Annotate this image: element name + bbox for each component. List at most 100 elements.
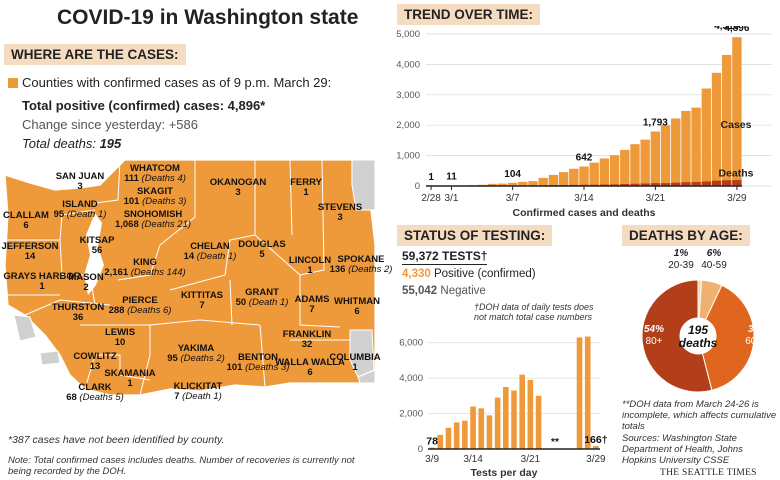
trend-cases-bar [722,54,732,186]
county-label-clallam: CLALLAM 6 [3,211,49,231]
tests-bar [584,336,591,449]
unassigned-footnote: *387 cases have not been identified by c… [8,434,225,446]
tests-x-tick: 3/14 [463,454,483,465]
credit: THE SEATTLE TIMES [660,468,757,478]
county-value: 68 (Deaths 5) [66,391,124,403]
county-value: 3 [337,211,343,223]
tests-bar [527,379,534,449]
county-label-mason: MASON 2 [68,273,103,293]
tests-y-tick: 0 [418,444,423,455]
county-label-snohomish: SNOHOMISH 1,068 (Deaths 21) [115,210,191,230]
age-label-80+: 80+ [646,336,663,347]
trend-cases-bar [732,37,742,187]
trend-cases-bar [630,144,640,186]
testing-header: STATUS OF TESTING: [397,225,553,246]
no-cases-pacific [13,314,37,342]
county-name: SKAMANIA [104,368,156,379]
age-center-label: deaths [679,336,718,350]
trend-y-tick: 3,000 [396,90,420,101]
county-value: 1 [127,377,133,389]
county-deaths-note: (Death 1) [248,296,289,308]
cases-header: WHERE ARE THE CASES: [4,44,186,65]
tests-data-label: 78 [426,436,438,448]
county-label-okanogan: OKANOGAN 3 [210,178,266,198]
county-label-whitman: WHITMAN 6 [334,297,380,317]
county-value: 7 (Death 1) [174,390,222,402]
county-deaths-note: (Deaths 3) [245,361,290,373]
tests-xlabel: Tests per day [471,467,538,479]
county-value: 32 [301,338,313,350]
trend-header: TREND OVER TIME: [397,4,541,25]
county-label-whatcom: WHATCOM 111 (Deaths 4) [124,164,186,184]
county-name: FERRY [290,177,322,188]
tests-bar [503,387,509,449]
county-value: 3 [77,180,83,192]
county-name: WALLA WALLA [275,357,345,368]
trend-cases-bar [589,162,599,186]
county-name: LEWIS [104,327,136,338]
tests-bar [535,395,542,449]
county-deaths-note: (Deaths 6) [127,304,172,316]
positive-label: Positive (confirmed) [430,268,536,280]
trend-deaths-bar [691,181,701,186]
county-label-san-juan: SAN JUAN 3 [56,172,105,192]
trend-x-tick: 2/28 [421,193,441,204]
tests-gap-label: ** [551,437,559,448]
trend-deaths-bar [630,183,640,186]
trend-deaths-bar [722,180,732,186]
county-value: 101 (Deaths 3) [123,195,187,207]
county-name: SNOHOMISH [123,209,183,220]
trend-x-tick: 3/1 [445,193,459,204]
negative-label: Negative [437,285,486,297]
tests-chart: 0 2,000 4,000 6,000 78 166† ** 3/9 3/14 3/21 3/29 T… [399,336,608,479]
tests-bar [486,415,493,449]
county-name: FRANKLIN [282,329,332,340]
trend-data-label: 642 [576,152,593,163]
tests-dagger-note: †DOH data of daily tests does not match … [474,302,594,323]
legend-swatch [8,78,18,88]
county-label-grays-harbor: GRAYS HARBOR 1 [3,272,80,292]
county-label-yakima: YAKIMA 95 (Deaths 2) [167,344,225,364]
county-deaths-note: (Deaths 2) [180,352,225,364]
trend-cases-bar [497,183,508,186]
county-value: 1 [39,280,45,292]
age-label-40-59: 40-59 [701,260,727,271]
tests-data-label: 166† [584,434,608,446]
age-header: DEATHS BY AGE: [622,225,750,246]
positive-value: 4,330 [402,268,431,280]
county-deaths-note: (Deaths 144) [130,266,186,278]
county-label-jefferson: JEFFERSON 14 [1,242,58,262]
trend-cases-bar [528,181,538,186]
county-name: DOUGLAS [238,239,286,250]
county-name: KLICKITAT [173,381,223,392]
county-label-cowlitz: COWLITZ 13 [73,352,116,372]
county-value: 5 [259,248,265,260]
county-deaths-note: (Deaths 21) [141,218,192,230]
county-name: WHITMAN [334,296,380,307]
county-label-ferry: FERRY 1 [290,178,322,198]
county-value: 10 [114,336,126,348]
tests-bar [470,406,476,449]
trend-y-tick: 2,000 [396,120,420,131]
county-label-benton: BENTON 101 (Deaths 3) [227,353,290,373]
county-value: 1 [352,361,358,373]
age-pct-20-39: 1% [674,248,689,259]
trend-deaths-bar [732,180,742,186]
tests-x-tick: 3/29 [586,454,606,465]
trend-data-label: 11 [446,172,457,183]
county-value: 1 [303,186,309,198]
county-name: KITTITAS [180,290,224,301]
trend-cases-bar [671,118,681,186]
county-value: 136 (Deaths 2) [329,263,393,275]
trend-cases-bar [599,158,610,186]
county-label-lincoln: LINCOLN 1 [289,256,331,276]
trend-data-label: 1 [428,172,434,183]
county-name: COWLITZ [73,351,117,362]
age-pct-60-79: 39% [748,324,768,335]
trend-x-tick: 3/21 [646,193,666,204]
county-value: 3 [235,186,241,198]
county-label-stevens: STEVENS 3 [318,203,362,223]
trend-deaths-bar [640,183,650,186]
trend-y-tick: 4,000 [396,59,420,70]
